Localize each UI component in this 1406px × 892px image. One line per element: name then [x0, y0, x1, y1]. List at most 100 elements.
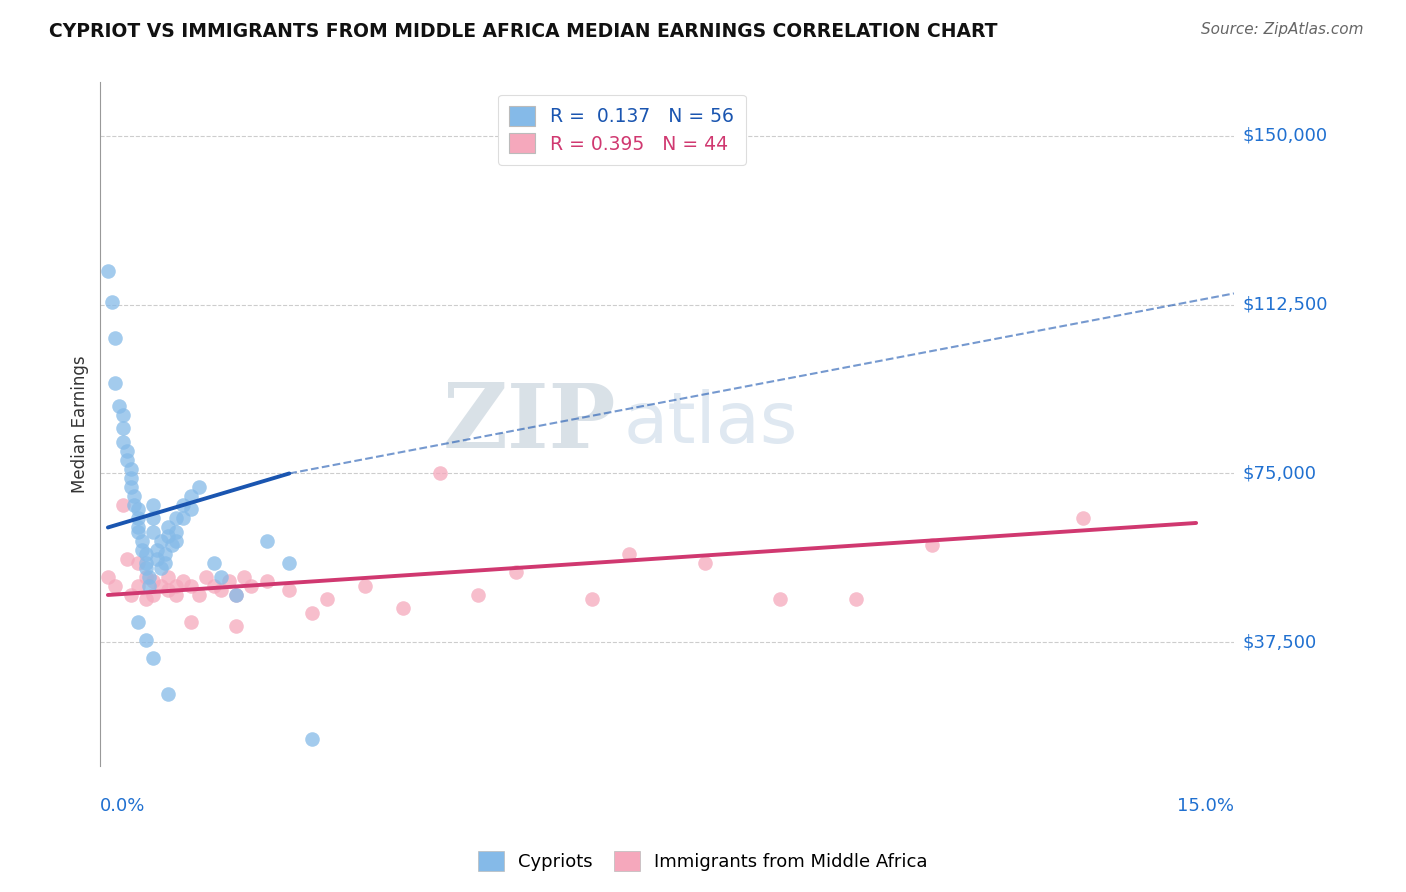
Point	[153, 557, 176, 571]
Point	[111, 408, 134, 422]
Point	[104, 376, 127, 391]
Text: ZIP: ZIP	[443, 381, 616, 467]
Point	[131, 533, 153, 548]
Point	[278, 557, 301, 571]
Point	[108, 399, 131, 413]
Point	[120, 462, 142, 476]
Point	[124, 489, 146, 503]
Point	[97, 264, 120, 278]
Point	[120, 471, 142, 485]
Point	[353, 579, 375, 593]
Text: $150,000: $150,000	[1243, 127, 1327, 145]
Point	[240, 579, 263, 593]
Y-axis label: Median Earnings: Median Earnings	[72, 355, 89, 492]
Point	[165, 579, 187, 593]
Point	[157, 520, 180, 534]
Point	[149, 533, 172, 548]
Point	[135, 557, 157, 571]
Point	[921, 539, 943, 553]
Point	[100, 295, 122, 310]
Point	[467, 588, 489, 602]
Point	[180, 615, 202, 629]
Point	[135, 592, 157, 607]
Point	[120, 588, 142, 602]
Point	[104, 579, 127, 593]
Point	[149, 579, 172, 593]
Point	[172, 574, 194, 589]
Text: $112,500: $112,500	[1243, 295, 1327, 314]
Point	[165, 524, 187, 539]
Point	[127, 557, 149, 571]
Text: 0.0%: 0.0%	[100, 797, 146, 814]
Point	[301, 731, 323, 746]
Point	[180, 502, 202, 516]
Text: Source: ZipAtlas.com: Source: ZipAtlas.com	[1201, 22, 1364, 37]
Point	[187, 588, 209, 602]
Point	[111, 421, 134, 435]
Point	[278, 583, 301, 598]
Point	[127, 615, 149, 629]
Point	[127, 579, 149, 593]
Point	[157, 570, 180, 584]
Point	[202, 579, 225, 593]
Text: $37,500: $37,500	[1243, 633, 1316, 651]
Point	[97, 570, 120, 584]
Point	[142, 574, 165, 589]
Point	[120, 480, 142, 494]
Point	[142, 651, 165, 665]
Point	[142, 498, 165, 512]
Point	[218, 574, 240, 589]
Point	[127, 511, 149, 525]
Point	[429, 467, 451, 481]
Point	[153, 548, 176, 562]
Point	[146, 543, 169, 558]
Point	[146, 552, 169, 566]
Point	[693, 557, 716, 571]
Point	[209, 570, 232, 584]
Point	[180, 579, 202, 593]
Point	[142, 588, 165, 602]
Point	[111, 434, 134, 449]
Point	[127, 520, 149, 534]
Point	[225, 588, 247, 602]
Point	[619, 548, 641, 562]
Legend: R =  0.137   N = 56, R = 0.395   N = 44: R = 0.137 N = 56, R = 0.395 N = 44	[498, 95, 745, 165]
Point	[115, 444, 138, 458]
Point	[202, 557, 225, 571]
Point	[391, 601, 413, 615]
Point	[157, 687, 180, 701]
Point	[124, 498, 146, 512]
Point	[135, 570, 157, 584]
Legend: Cypriots, Immigrants from Middle Africa: Cypriots, Immigrants from Middle Africa	[471, 844, 935, 879]
Point	[187, 480, 209, 494]
Point	[149, 561, 172, 575]
Point	[209, 583, 232, 598]
Point	[172, 511, 194, 525]
Point	[165, 588, 187, 602]
Point	[195, 570, 218, 584]
Point	[225, 619, 247, 633]
Text: atlas: atlas	[624, 390, 799, 458]
Point	[157, 529, 180, 543]
Point	[135, 632, 157, 647]
Point	[160, 539, 183, 553]
Point	[172, 498, 194, 512]
Point	[165, 533, 187, 548]
Point	[127, 502, 149, 516]
Text: CYPRIOT VS IMMIGRANTS FROM MIDDLE AFRICA MEDIAN EARNINGS CORRELATION CHART: CYPRIOT VS IMMIGRANTS FROM MIDDLE AFRICA…	[49, 22, 998, 41]
Point	[138, 570, 160, 584]
Point	[232, 570, 254, 584]
Point	[135, 561, 157, 575]
Point	[127, 524, 149, 539]
Point	[225, 588, 247, 602]
Text: $75,000: $75,000	[1243, 465, 1316, 483]
Point	[845, 592, 868, 607]
Point	[505, 566, 527, 580]
Text: 15.0%: 15.0%	[1177, 797, 1234, 814]
Point	[1071, 511, 1094, 525]
Point	[256, 533, 278, 548]
Point	[115, 453, 138, 467]
Point	[180, 489, 202, 503]
Point	[115, 552, 138, 566]
Point	[142, 511, 165, 525]
